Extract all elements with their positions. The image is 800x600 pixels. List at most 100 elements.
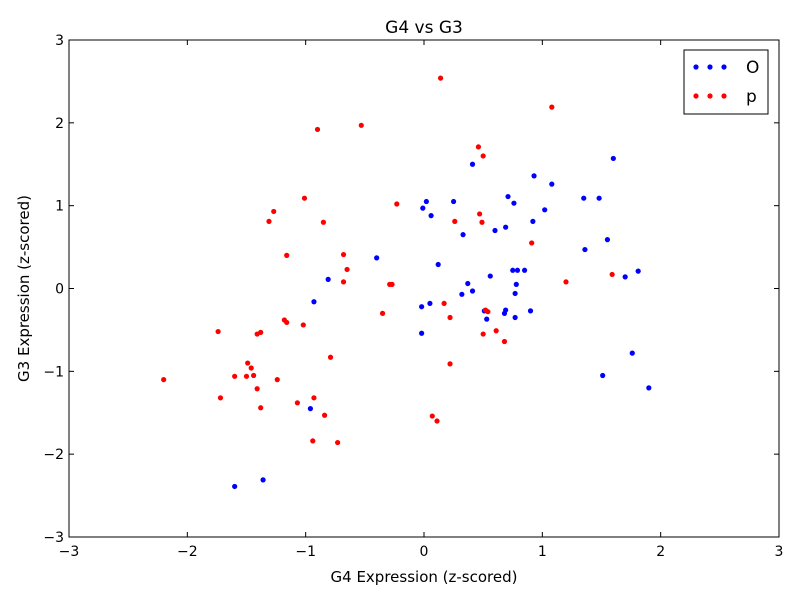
y-tick-label-6: 3 [55,33,64,49]
data-point-p-38 [437,75,444,81]
data-point-p-14 [271,208,277,215]
data-point-O-5 [374,255,380,261]
data-point-p-6 [248,365,254,371]
data-point-p-22 [311,395,317,401]
y-tick-label-2: −1 [43,364,64,380]
data-point-O-41 [596,195,602,201]
data-point-p-19 [300,322,306,328]
data-point-p-18 [294,400,300,406]
legend-marker-p-0 [693,93,699,99]
data-point-O-35 [530,218,536,224]
data-point-p-27 [335,439,341,446]
data-point-O-26 [505,193,511,200]
data-point-O-6 [419,330,425,336]
data-point-p-46 [480,153,486,159]
data-point-O-11 [428,213,434,219]
data-point-O-42 [600,372,606,379]
data-point-O-33 [521,267,528,273]
data-point-p-26 [327,354,334,360]
x-tick-label-1: −2 [177,544,198,560]
data-point-p-21 [310,438,316,444]
data-point-O-0 [232,483,238,490]
y-tick-label-4: 1 [55,199,64,215]
data-point-p-25 [322,412,328,418]
data-point-O-3 [311,299,317,305]
y-axis-label: G3 Expression (z-scored) [15,195,33,382]
data-point-O-34 [527,308,534,314]
data-point-p-43 [475,144,482,150]
data-point-p-47 [480,331,486,337]
legend-label-O: O [746,58,759,78]
data-point-p-49 [485,309,491,315]
data-point-O-4 [325,276,331,282]
y-tick-label-3: 0 [55,282,64,298]
data-point-O-43 [604,237,611,243]
y-tick-label-5: 2 [55,116,64,132]
data-point-p-11 [258,329,264,335]
data-point-p-54 [563,279,569,285]
data-point-O-48 [646,385,652,391]
data-point-O-20 [484,316,490,322]
data-point-O-38 [549,181,555,187]
data-point-p-13 [266,218,272,224]
legend-marker-p-1 [707,93,713,99]
points-layer [161,75,652,490]
legend-marker-O-0 [693,64,699,70]
data-point-O-32 [514,267,521,273]
data-point-O-17 [469,288,476,294]
data-point-p-23 [314,126,321,133]
data-point-O-24 [503,307,509,313]
data-point-p-37 [434,418,440,424]
data-point-O-27 [510,267,516,273]
data-point-O-45 [622,274,628,280]
data-point-p-31 [358,122,364,128]
legend-marker-O-1 [707,64,713,70]
data-point-p-35 [394,201,400,207]
x-tick-label-6: 3 [775,544,784,560]
data-point-O-9 [423,198,429,205]
data-point-p-10 [258,405,264,411]
data-point-p-3 [232,373,238,379]
data-point-O-31 [513,281,519,287]
data-point-p-36 [429,413,435,419]
data-point-p-44 [477,211,483,217]
data-point-p-8 [254,386,260,392]
data-point-O-18 [469,161,476,167]
x-tick-label-5: 2 [656,544,665,560]
data-point-O-12 [435,261,441,268]
legend-entries: Op [693,58,759,107]
data-point-p-20 [301,195,308,201]
data-point-p-40 [447,314,453,321]
data-point-p-24 [320,219,327,225]
chart-title: G4 vs G3 [385,18,463,38]
data-point-p-30 [344,266,350,273]
x-tick-label-3: 0 [420,544,429,560]
data-point-p-51 [501,338,508,345]
legend-box [683,49,769,115]
data-point-p-42 [452,218,458,224]
data-point-p-41 [447,361,453,367]
data-point-O-30 [512,314,518,321]
legend: Op [683,49,769,115]
data-point-p-28 [340,251,347,258]
data-point-p-12 [274,377,280,383]
data-point-O-2 [307,406,313,412]
legend-marker-O-2 [721,64,727,70]
data-point-O-29 [512,290,518,297]
data-point-O-44 [610,155,616,162]
data-point-O-22 [492,227,498,234]
data-point-p-4 [243,373,250,379]
data-point-O-7 [419,304,425,310]
data-point-p-52 [529,240,535,246]
data-point-p-55 [609,271,615,278]
legend-marker-p-2 [721,93,727,99]
data-point-p-2 [217,395,224,401]
data-point-p-53 [549,104,555,110]
ticks-layer [68,39,780,538]
data-point-O-13 [450,198,457,205]
legend-label-p: p [746,87,757,107]
data-point-O-15 [460,232,466,238]
data-point-p-5 [245,360,251,366]
